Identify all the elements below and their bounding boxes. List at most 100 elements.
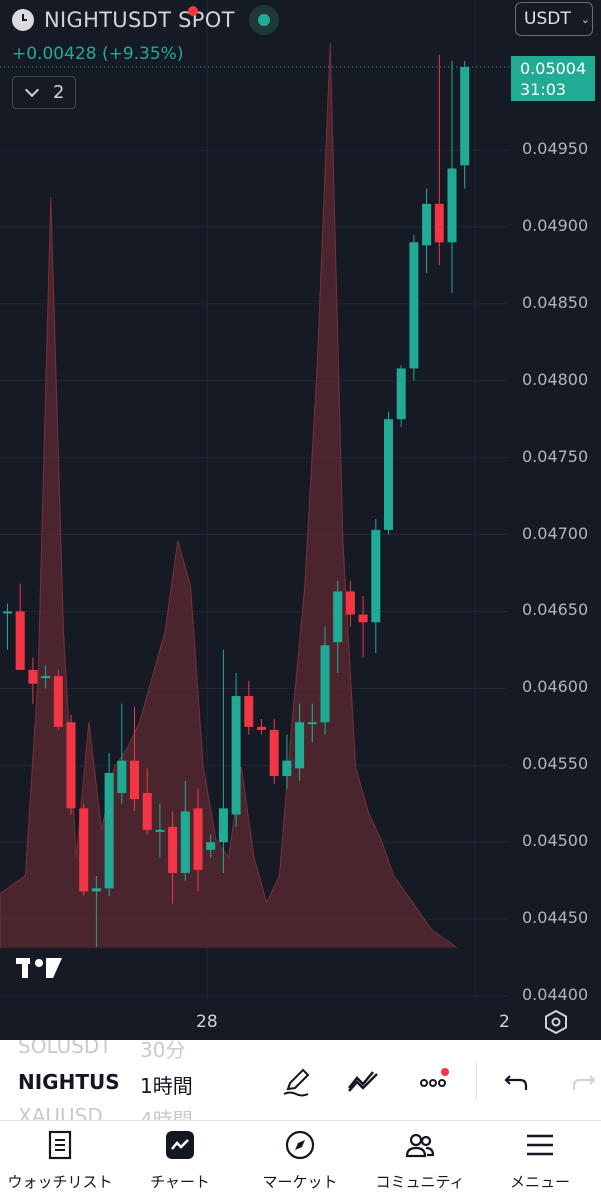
clock-icon [12, 9, 34, 31]
undo-icon[interactable] [500, 1064, 534, 1098]
tradingview-logo-icon[interactable] [16, 956, 62, 986]
drawing-pen-icon[interactable] [280, 1064, 314, 1098]
candle-body [384, 419, 393, 530]
candle-body [333, 591, 343, 643]
chart-badge-dot [188, 6, 198, 16]
price-chart[interactable] [0, 0, 601, 1040]
nav-community-label: コミュニティ [375, 1173, 465, 1191]
chevron-down-icon [24, 82, 40, 97]
candle-body [447, 168, 457, 243]
nav-chart[interactable]: チャート [120, 6, 240, 1200]
candle-body [371, 529, 381, 623]
more-options-icon[interactable] [418, 1064, 452, 1098]
price-axis-label: 0.04400 [522, 985, 589, 1004]
candle-body [66, 722, 76, 809]
indicator-count: 2 [53, 82, 65, 103]
time-axis-label: 2 [499, 1012, 510, 1032]
candle-countdown: 31:03 [520, 80, 567, 99]
market-status-icon [248, 5, 279, 35]
candle-body [117, 760, 127, 793]
nav-chart-label: チャート [150, 1173, 210, 1191]
nav-market-label: マーケット [262, 1173, 338, 1191]
chevron-down-icon: ⌄ [580, 12, 590, 26]
redo-icon[interactable] [566, 1064, 600, 1098]
nav-watchlist[interactable]: ウォッチリスト [0, 1121, 120, 1200]
price-axis-label: 0.04850 [522, 292, 589, 312]
candle-body [79, 808, 89, 892]
volume-area [0, 42, 459, 949]
candle-body [53, 676, 63, 727]
symbol-title[interactable]: NIGHTUSDT SPOT [44, 8, 235, 32]
currency-select[interactable]: USDT ⌄ [515, 2, 593, 36]
candle-body [244, 696, 254, 727]
nav-menu[interactable]: メニュー [480, 1121, 600, 1200]
price-axis-label: 0.04450 [522, 908, 589, 928]
currency-label: USDT [524, 9, 571, 29]
candle-body [104, 772, 114, 889]
candle-body [168, 826, 178, 873]
candle-body [307, 722, 317, 725]
candle-body [282, 760, 292, 777]
community-icon [405, 1133, 435, 1158]
nav-market[interactable]: マーケット [240, 1121, 360, 1200]
timeframe-option[interactable]: 4時間 [140, 1108, 193, 1120]
candle-body [218, 808, 228, 843]
candle-body [422, 203, 432, 246]
price-axis-label: 0.04900 [522, 215, 589, 235]
candle-body [460, 66, 470, 166]
price-axis-label: 0.04700 [522, 523, 589, 543]
candle-body [91, 888, 101, 892]
indicators-collapse-button[interactable]: 2 [12, 76, 76, 109]
symbol-header[interactable]: NIGHTUSDT SPOT [12, 5, 279, 35]
candle-body [180, 811, 190, 873]
price-axis-label: 0.04650 [522, 600, 589, 620]
candle-body [269, 729, 279, 777]
candle-body [358, 614, 368, 623]
symbol-option[interactable]: SOLUSDT [18, 1040, 112, 1058]
candle-body [396, 368, 406, 420]
price-axis-label: 0.04950 [522, 139, 589, 158]
price-axis-label: 0.04600 [522, 677, 589, 697]
price-axis-label: 0.04750 [522, 446, 589, 466]
current-price-tag: 0.05004 31:03 [511, 56, 595, 101]
candle-body [130, 760, 139, 800]
candle-body [434, 203, 444, 243]
candle-body [409, 242, 419, 369]
candle-body [257, 726, 266, 730]
symbol-option-selected[interactable]: NIGHTUS [18, 1070, 120, 1094]
toolbar-divider [476, 1062, 477, 1100]
price-axis-label: 0.04500 [522, 831, 589, 851]
candle-body [193, 808, 203, 870]
nav-menu-label: メニュー [509, 1173, 570, 1191]
indicators-icon[interactable] [346, 1064, 380, 1098]
candle-body [206, 842, 216, 850]
nav-community[interactable]: コミュニティ [360, 1121, 480, 1200]
compass-icon [285, 1130, 315, 1160]
symbol-option[interactable]: XAUUSD [18, 1104, 103, 1120]
candle-body [142, 792, 152, 830]
price-axis-label: 0.04550 [522, 754, 589, 774]
candle-body [320, 645, 330, 723]
chart-area[interactable]: NIGHTUSDT SPOT USDT ⌄ +0.00428 (+9.35%) … [0, 0, 601, 1040]
candle-body [345, 591, 355, 615]
watchlist-icon [48, 1130, 72, 1160]
chart-icon [166, 1131, 194, 1159]
chart-toolbar: SOLUSDT NIGHTUS XAUUSD 30分 1時間 4時間 [0, 1040, 601, 1120]
chart-settings-icon[interactable] [543, 1009, 569, 1035]
bottom-navigation: ウォッチリスト チャート マーケット コミュニティ [0, 6, 601, 1200]
nav-watchlist-label: ウォッチリスト [7, 1173, 113, 1191]
time-axis-label: 28 [196, 1012, 218, 1032]
price-axis-label: 0.04800 [522, 369, 589, 389]
candle-body [28, 669, 38, 684]
candle-body [41, 676, 51, 679]
price-change: +0.00428 (+9.35%) [12, 44, 184, 64]
candle-body [155, 829, 165, 832]
menu-icon [527, 1134, 553, 1156]
timeframe-option-selected[interactable]: 1時間 [140, 1074, 193, 1098]
candle-body [15, 611, 25, 670]
current-price: 0.05004 [520, 59, 587, 78]
candle-body [295, 722, 305, 769]
timeframe-option[interactable]: 30分 [140, 1040, 186, 1062]
candle-body [231, 696, 241, 815]
